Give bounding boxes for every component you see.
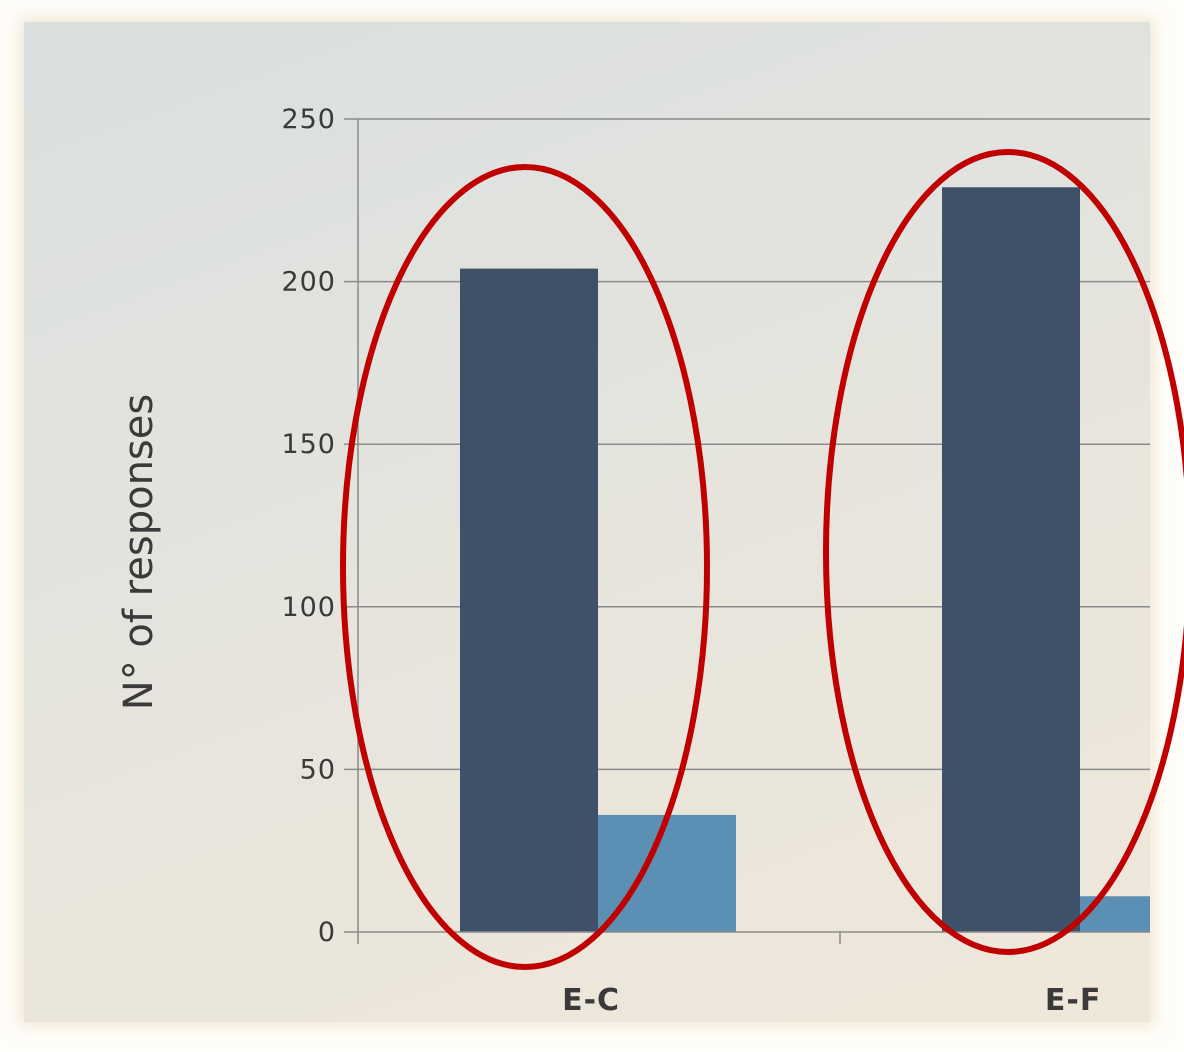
- bar-E-C-series-1: [460, 268, 598, 932]
- bar-E-F-series-1: [942, 187, 1080, 933]
- y-tick-label-150: 150: [281, 429, 336, 460]
- y-tick-label-200: 200: [281, 267, 336, 298]
- highlight-ellipse-E-F: [823, 149, 1184, 955]
- bar-E-C-series-2: [598, 814, 736, 932]
- y-tick-label-100: 100: [281, 592, 336, 623]
- axes: [357, 119, 1150, 944]
- highlight-ellipses: [340, 149, 1184, 970]
- x-axis-labels: E-C E-F: [562, 983, 1101, 1018]
- y-tick-label-0: 0: [318, 917, 336, 948]
- highlight-ellipse-E-C: [340, 164, 710, 970]
- bar-E-F-series-2: [1080, 896, 1150, 932]
- y-tick-label-250: 250: [281, 104, 336, 135]
- y-axis-title: N° of responses: [116, 394, 162, 710]
- bars: [460, 187, 1150, 933]
- x-category-label-E-C: E-C: [562, 983, 620, 1018]
- y-axis-ticks: 0 50 100 150 200 250: [281, 104, 358, 948]
- y-tick-label-50: 50: [300, 754, 336, 785]
- x-category-label-E-F: E-F: [1045, 983, 1101, 1018]
